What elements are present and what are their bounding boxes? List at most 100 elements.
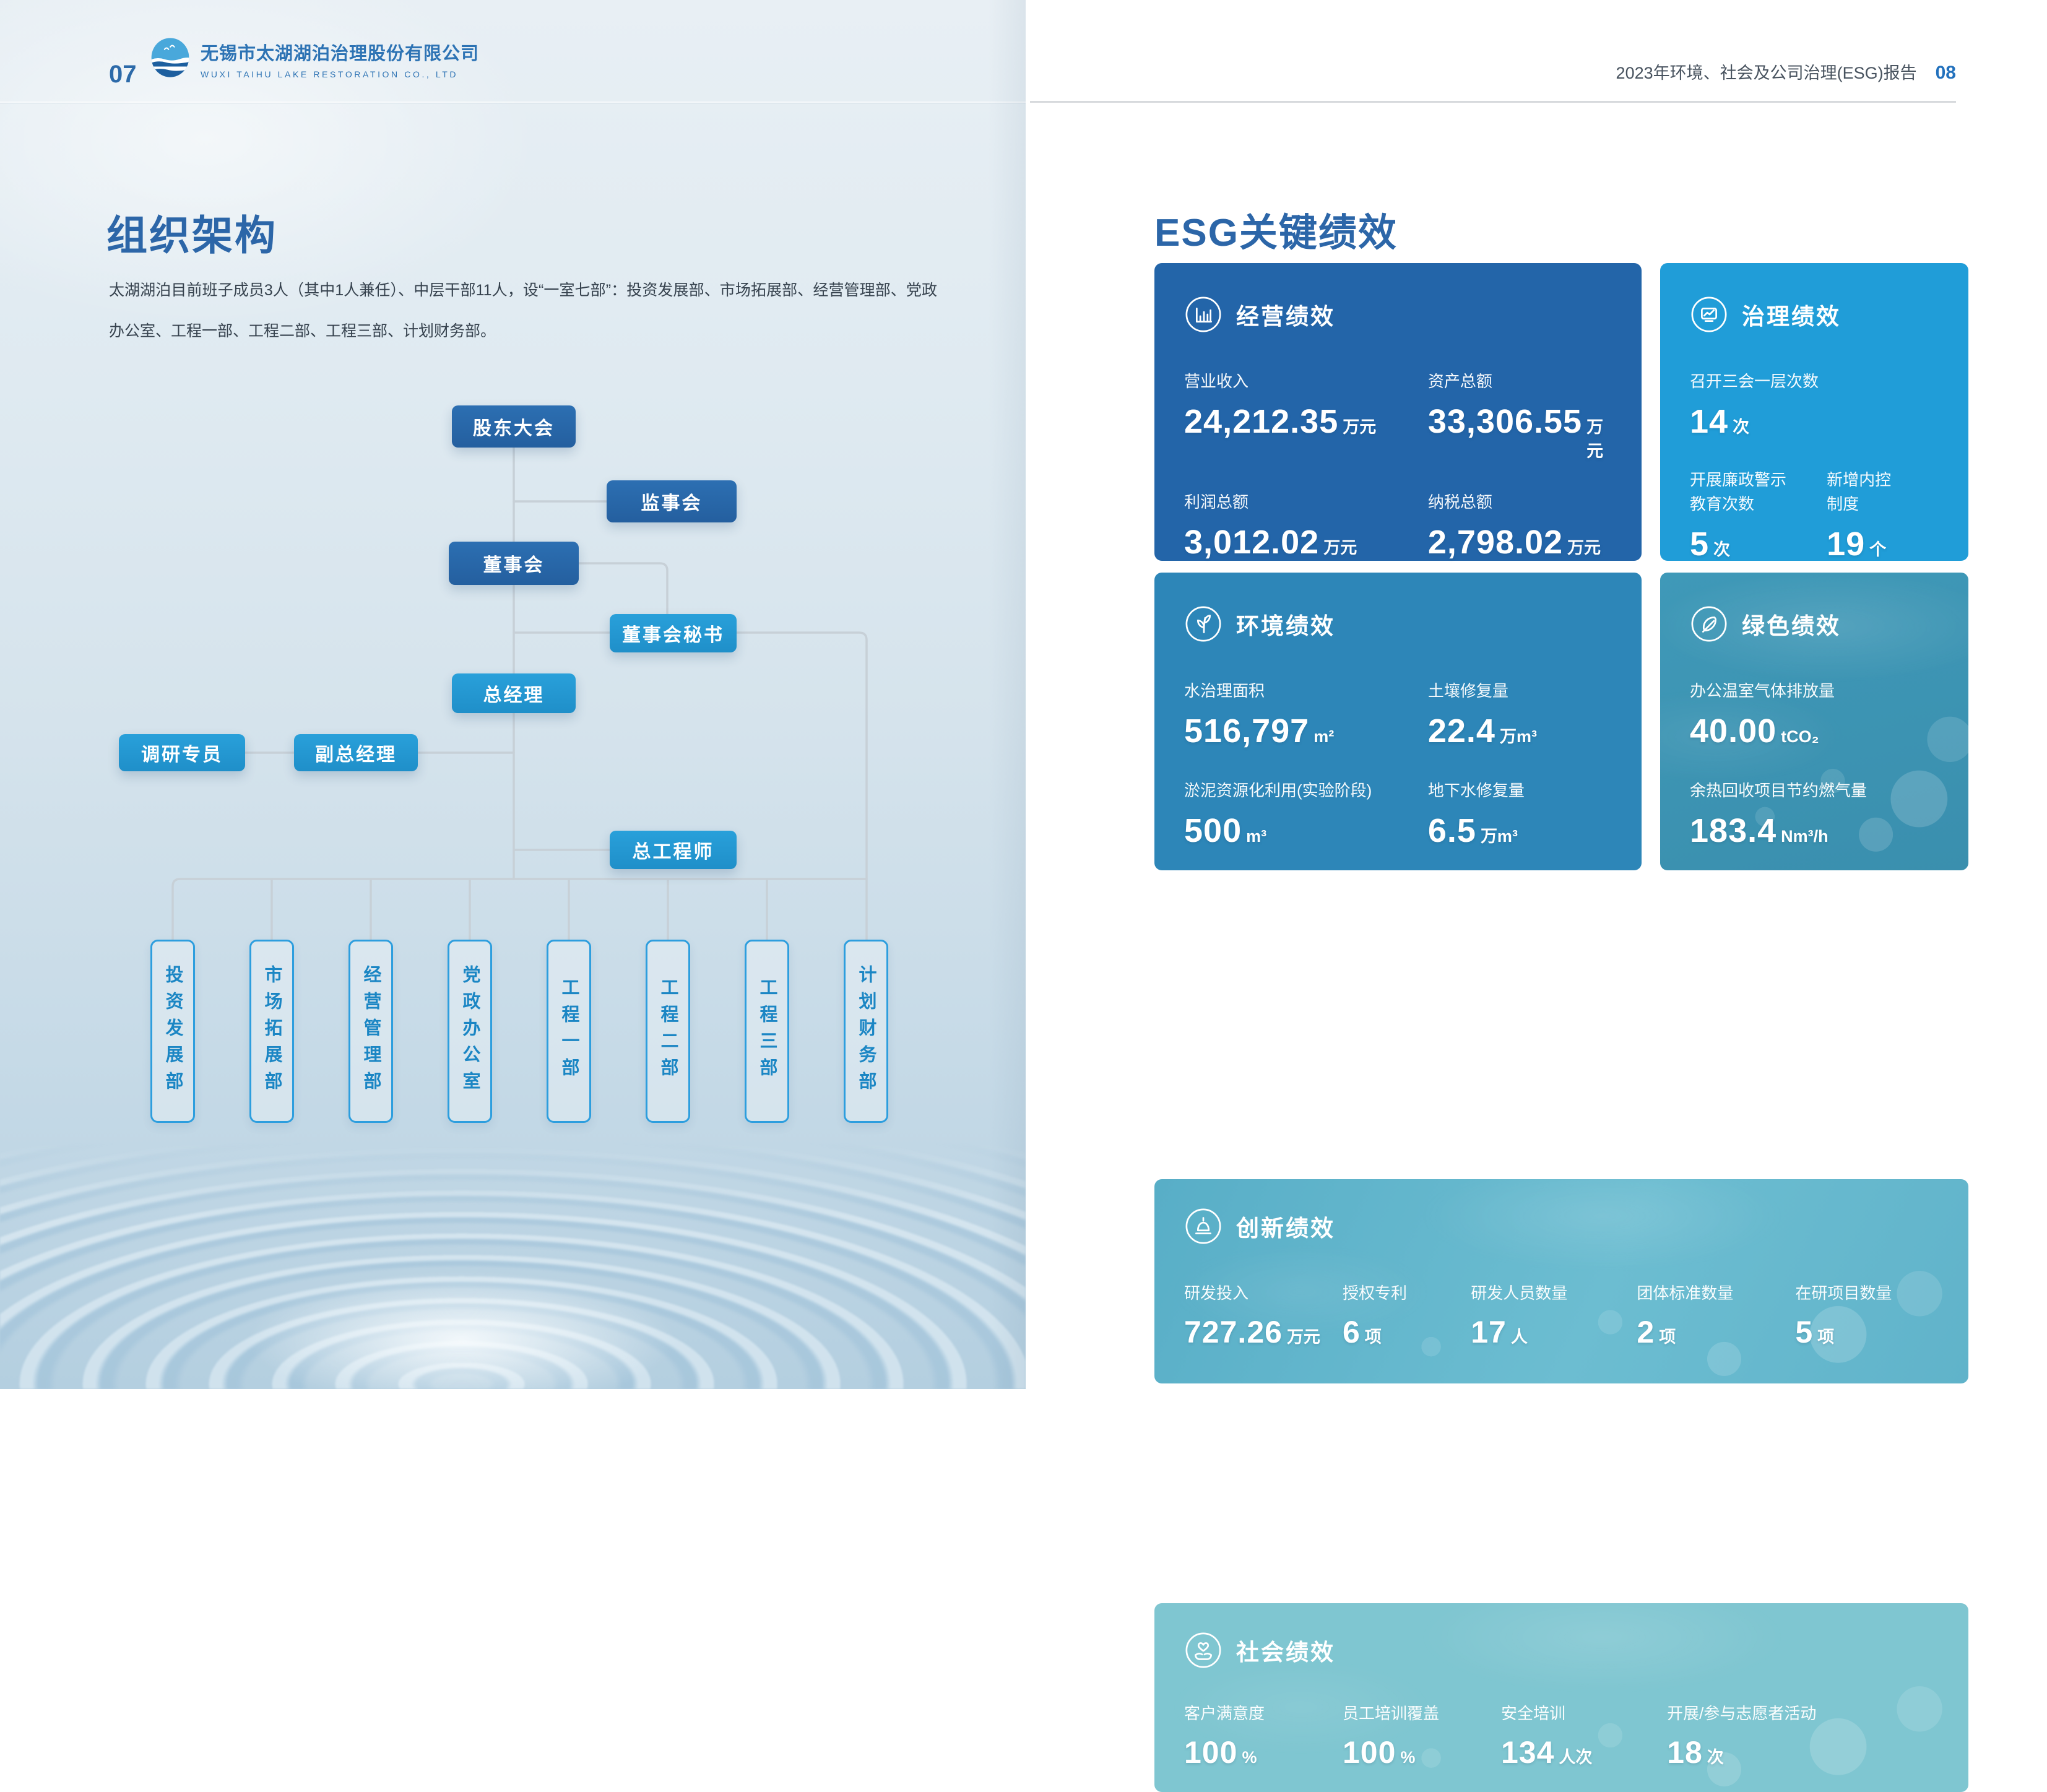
- metric-value: 500: [1184, 812, 1242, 849]
- metric-new-internal-controls: 新增内控制度 19 个: [1827, 470, 1892, 563]
- card-social-performance: 社会绩效 客户满意度 100% 员工培训覆盖 100% 安全培训 134 人次 开…: [1154, 1603, 1968, 1792]
- company-name-en: WUXI TAIHU LAKE RESTORATION CO., LTD: [201, 69, 459, 79]
- left-page-number: 07: [109, 61, 137, 88]
- metric-unit: 次: [1733, 418, 1750, 436]
- org-node-chief-engineer: 总工程师: [610, 831, 737, 869]
- metric-value: 40.00: [1690, 712, 1777, 750]
- metric-unit: 万元: [1586, 418, 1604, 461]
- org-node-board-of-directors: 董事会: [449, 542, 579, 585]
- card-title: 经营绩效: [1236, 304, 1335, 329]
- metric-soil-remediation: 土壤修复量 22.4 万m³: [1427, 682, 1537, 750]
- metric-heat-recovery-gas-saved: 余热回收项目节约燃气量 183.4 Nm³/h: [1690, 781, 1867, 849]
- metric-value: 100: [1184, 1735, 1238, 1770]
- metric-unit: 人: [1510, 1328, 1528, 1346]
- metric-value: 19: [1827, 526, 1866, 563]
- metric-volunteer-activities: 开展/参与志愿者活动 18 次: [1667, 1704, 1817, 1770]
- metric-unit: 万元: [1567, 539, 1601, 557]
- metric-value: 3,012.02: [1184, 524, 1320, 561]
- metric-grid: 水治理面积 516,797 m² 土壤修复量 22.4 万m³ 淤泥资源化利用(实验…: [1184, 679, 1612, 850]
- metric-unit: 项: [1659, 1328, 1676, 1346]
- metric-water-treated-area: 水治理面积 516,797 m²: [1184, 682, 1335, 750]
- metric-grid: 办公温室气体排放量 40.00 tCO₂ 余热回收项目节约燃气量 183.4 Nm³…: [1690, 679, 1939, 850]
- right-header-divider: [1030, 101, 1956, 103]
- org-dept-party-admin-office: 党政办公室: [448, 940, 492, 1123]
- metric-value: 2: [1637, 1315, 1655, 1349]
- metric-value: 100: [1342, 1735, 1396, 1770]
- left-header-divider: [0, 102, 1026, 103]
- page-title-org: 组织架构: [106, 212, 277, 259]
- org-dept-engineering-3: 工程三部: [745, 940, 789, 1123]
- metric-unit: 万m³: [1480, 827, 1518, 846]
- metric-value: 183.4: [1690, 812, 1777, 849]
- card-header: 创新绩效: [1184, 1207, 1939, 1245]
- metric-total-assets: 资产总额 33,306.55 万元: [1428, 370, 1612, 462]
- water-ripple-image: [0, 1142, 1026, 1389]
- lamp-icon: [1184, 1207, 1223, 1245]
- metric-unit: 人次: [1559, 1748, 1593, 1767]
- card-header: 治理绩效: [1690, 295, 1939, 334]
- page-right: 2023年环境、社会及公司治理(ESG)报告 08 ESG关键绩效 经营绩效 营…: [1026, 0, 2047, 1792]
- card-title: 环境绩效: [1236, 613, 1335, 639]
- metric-value: 14: [1690, 403, 1729, 440]
- metric-value: 18: [1667, 1735, 1703, 1770]
- org-node-shareholders-meeting: 股东大会: [452, 405, 576, 448]
- lake-emblem-icon: [150, 36, 191, 82]
- metric-value: 6.5: [1427, 812, 1476, 849]
- company-name-cn: 无锡市太湖湖泊治理股份有限公司: [201, 44, 480, 64]
- card-title: 治理绩效: [1742, 304, 1841, 329]
- metric-value: 2,798.02: [1427, 524, 1564, 561]
- metric-revenue: 营业收入 24,212.35 万元: [1184, 372, 1377, 440]
- metric-groundwater-remediation: 地下水修复量 6.5 万m³: [1427, 781, 1525, 849]
- metric-rd-investment: 研发投入 727.26 万元: [1184, 1284, 1320, 1349]
- metric-office-ghg-emissions: 办公温室气体排放量 40.00 tCO₂: [1690, 682, 1835, 750]
- metric-unit: 万m³: [1499, 727, 1537, 746]
- metric-unit: 个: [1869, 540, 1887, 559]
- card-header: 经营绩效: [1184, 295, 1612, 334]
- org-dept-market-expansion: 市场拓展部: [249, 940, 294, 1123]
- card-header: 环境绩效: [1184, 605, 1612, 643]
- org-dept-investment-development: 投资发展部: [150, 940, 195, 1123]
- sprout-icon: [1184, 605, 1223, 643]
- card-business-performance: 经营绩效 营业收入 24,212.35 万元 资产总额 33,306.55 万元 利…: [1154, 263, 1642, 561]
- org-dept-engineering-1: 工程一部: [547, 940, 591, 1123]
- org-node-research-specialist: 调研专员: [119, 734, 245, 771]
- metric-grid: 营业收入 24,212.35 万元 资产总额 33,306.55 万元 利润总额 3…: [1184, 370, 1612, 561]
- metric-value: 727.26: [1184, 1315, 1283, 1349]
- right-page-number: 08: [1935, 63, 1956, 83]
- metric-unit: 万元: [1286, 1328, 1320, 1346]
- org-node-general-manager: 总经理: [452, 673, 576, 713]
- org-dept-operation-management: 经营管理部: [348, 940, 393, 1123]
- metric-unit: tCO₂: [1781, 727, 1819, 746]
- metric-value: 5: [1795, 1315, 1814, 1349]
- metric-value: 6: [1342, 1315, 1361, 1349]
- metric-value: 24,212.35: [1184, 403, 1339, 440]
- metric-value: 134: [1500, 1735, 1555, 1770]
- org-node-supervisory-board: 监事会: [607, 480, 737, 522]
- report-header: 2023年环境、社会及公司治理(ESG)报告 08: [1616, 59, 1956, 84]
- bar-chart-icon: [1184, 295, 1223, 334]
- metric-total-tax: 纳税总额 2,798.02 万元: [1427, 493, 1601, 561]
- org-node-board-secretary: 董事会秘书: [610, 614, 737, 652]
- card-header: 绿色绩效: [1690, 605, 1939, 643]
- org-node-deputy-general-manager: 副总经理: [294, 734, 418, 771]
- metric-value: 516,797: [1184, 712, 1310, 750]
- governance-board-icon: [1690, 295, 1728, 334]
- card-title: 社会绩效: [1236, 1640, 1335, 1665]
- metric-unit: 项: [1364, 1328, 1382, 1346]
- metric-total-profit: 利润总额 3,012.02 万元: [1184, 493, 1357, 561]
- metric-unit: 项: [1817, 1328, 1835, 1346]
- card-title: 创新绩效: [1236, 1216, 1335, 1241]
- card-title: 绿色绩效: [1742, 613, 1841, 639]
- metric-safety-training: 安全培训 134 人次: [1500, 1704, 1593, 1770]
- metric-value: 17: [1471, 1315, 1507, 1349]
- page-left: 07 无锡市太湖湖泊治理股份有限公司 WUXI TAIHU LAKE RESTO…: [0, 0, 1026, 1389]
- metric-customer-satisfaction: 客户满意度 100%: [1184, 1704, 1265, 1770]
- metric-value: 5: [1690, 526, 1710, 563]
- metric-unit: %: [1242, 1748, 1257, 1767]
- metric-meetings-held: 召开三会一层次数 14 次: [1690, 372, 1819, 440]
